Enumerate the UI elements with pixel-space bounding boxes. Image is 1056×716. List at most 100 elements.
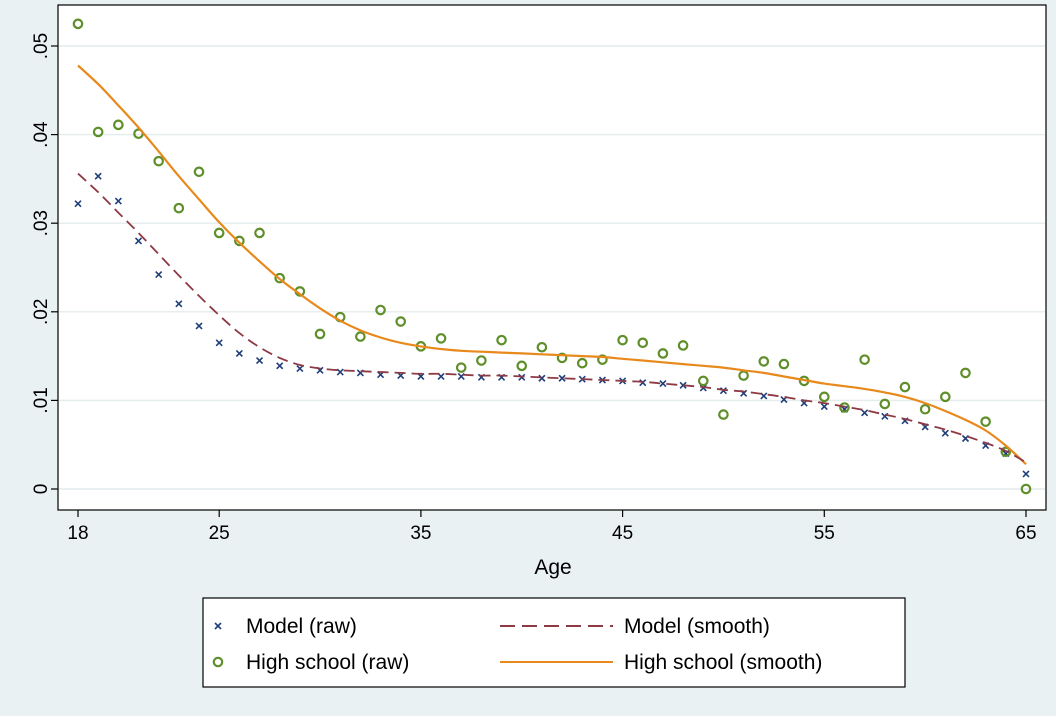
x-marker-stroke bbox=[417, 372, 425, 381]
hs-raw-point bbox=[960, 367, 971, 379]
model-raw-point bbox=[538, 374, 546, 382]
model-raw-point bbox=[296, 364, 304, 373]
model-raw-point bbox=[134, 237, 143, 245]
legend-swatch-model-raw bbox=[214, 622, 222, 630]
model-raw-point bbox=[760, 392, 768, 400]
hs-raw-point bbox=[556, 352, 568, 364]
hs-raw-point bbox=[1000, 446, 1012, 458]
hs-raw-point bbox=[980, 416, 991, 427]
hs-raw-point bbox=[274, 272, 286, 284]
hs-raw-point bbox=[1020, 483, 1032, 495]
x-marker-stroke bbox=[679, 381, 687, 389]
x-marker-stroke bbox=[296, 364, 304, 373]
legend-box bbox=[202, 597, 906, 688]
x-axis-title: Age bbox=[534, 556, 571, 579]
model-raw-point bbox=[94, 172, 102, 180]
x-tick-label: 35 bbox=[410, 523, 431, 544]
hs-raw-point bbox=[697, 375, 709, 387]
hs-raw-point bbox=[153, 155, 164, 167]
hs-raw-point bbox=[839, 402, 850, 413]
x-marker-stroke bbox=[336, 368, 344, 376]
model-raw-point bbox=[659, 380, 667, 388]
hs-raw-point bbox=[657, 348, 669, 359]
x-marker-stroke bbox=[255, 356, 264, 365]
x-marker-stroke bbox=[538, 374, 546, 382]
hs-raw-point bbox=[72, 18, 84, 30]
y-tick-label: .03 bbox=[31, 210, 52, 236]
y-tick-label: .02 bbox=[31, 299, 52, 325]
x-tick-label: 55 bbox=[814, 523, 835, 544]
hs-raw-point bbox=[92, 126, 104, 138]
model-raw-point bbox=[276, 362, 284, 370]
x-marker-stroke bbox=[659, 380, 667, 388]
hs-raw-point bbox=[173, 202, 185, 214]
legend-item: Model (raw) bbox=[214, 615, 357, 638]
model-raw-point bbox=[861, 409, 869, 417]
y-tick-label: .01 bbox=[31, 387, 52, 413]
hs-raw-point bbox=[516, 360, 528, 372]
model-raw-point bbox=[558, 374, 566, 382]
x-tick-label: 45 bbox=[612, 523, 633, 544]
x-marker-stroke bbox=[861, 409, 869, 417]
hs-raw-point bbox=[476, 355, 487, 366]
hs-raw-point bbox=[496, 334, 507, 346]
legend-label: Model (raw) bbox=[246, 615, 357, 638]
legend-item: Model (smooth) bbox=[500, 615, 770, 638]
legend-label: High school (raw) bbox=[246, 651, 409, 674]
hs-raw-point bbox=[617, 334, 628, 346]
x-marker-stroke bbox=[760, 392, 768, 400]
y-tick-label: 0 bbox=[31, 484, 52, 495]
model-raw-point bbox=[1022, 470, 1030, 478]
hs-raw-point bbox=[940, 391, 951, 403]
hs-raw-point bbox=[879, 398, 891, 410]
hs-raw-point bbox=[778, 358, 790, 370]
hs-raw-point bbox=[919, 403, 931, 415]
axes: 0 .01 .02 .03 .04 .05 18 25 35 45 55 65 bbox=[31, 33, 1037, 544]
hs-raw-point bbox=[234, 235, 245, 247]
x-tick-label: 65 bbox=[1015, 523, 1036, 544]
legend-item: High school (raw) bbox=[212, 651, 409, 674]
x-marker-stroke bbox=[74, 200, 82, 208]
hs-raw-point bbox=[314, 328, 326, 340]
y-tick-label: .05 bbox=[31, 33, 52, 59]
hs-raw-point bbox=[899, 381, 911, 393]
hs-smooth-line bbox=[77, 64, 1027, 466]
series-layer bbox=[72, 18, 1032, 495]
hs-raw-point bbox=[718, 409, 729, 420]
x-marker-stroke bbox=[276, 362, 284, 370]
hs-raw-point bbox=[355, 331, 366, 342]
hs-raw-point bbox=[597, 354, 608, 365]
hs-raw-point bbox=[859, 354, 870, 365]
hs-raw-point bbox=[254, 227, 265, 239]
hs-raw-point bbox=[536, 341, 548, 353]
hs-raw-point bbox=[758, 356, 770, 367]
x-marker-stroke bbox=[235, 349, 243, 358]
x-marker-stroke bbox=[316, 366, 324, 374]
model-raw-point bbox=[336, 368, 344, 376]
grid-lines bbox=[59, 45, 1045, 490]
model-raw-point bbox=[679, 381, 687, 389]
legend: Model (raw) Model (smooth) High school (ra… bbox=[202, 597, 906, 688]
hs-raw-point bbox=[193, 166, 205, 178]
hs-raw-point bbox=[576, 357, 588, 369]
model-raw-point bbox=[255, 356, 264, 365]
x-marker-stroke bbox=[558, 374, 566, 382]
model-raw-point bbox=[155, 271, 163, 279]
x-marker-stroke bbox=[740, 389, 748, 397]
hs-raw-point bbox=[677, 340, 689, 351]
x-marker-stroke bbox=[820, 403, 828, 411]
model-raw-point bbox=[941, 429, 949, 437]
hs-raw-point bbox=[818, 391, 830, 403]
hs-raw-point bbox=[395, 316, 407, 327]
legend-item: High school (smooth) bbox=[500, 651, 822, 674]
hs-raw-point bbox=[435, 333, 447, 344]
x-marker-stroke bbox=[215, 339, 223, 347]
x-marker-stroke bbox=[175, 300, 183, 308]
hs-raw-point bbox=[213, 227, 225, 239]
x-marker-stroke bbox=[214, 622, 222, 630]
plot-area bbox=[57, 4, 1047, 511]
x-tick-label: 18 bbox=[67, 523, 88, 544]
legend-label: Model (smooth) bbox=[624, 615, 770, 638]
x-marker-stroke bbox=[94, 172, 102, 180]
